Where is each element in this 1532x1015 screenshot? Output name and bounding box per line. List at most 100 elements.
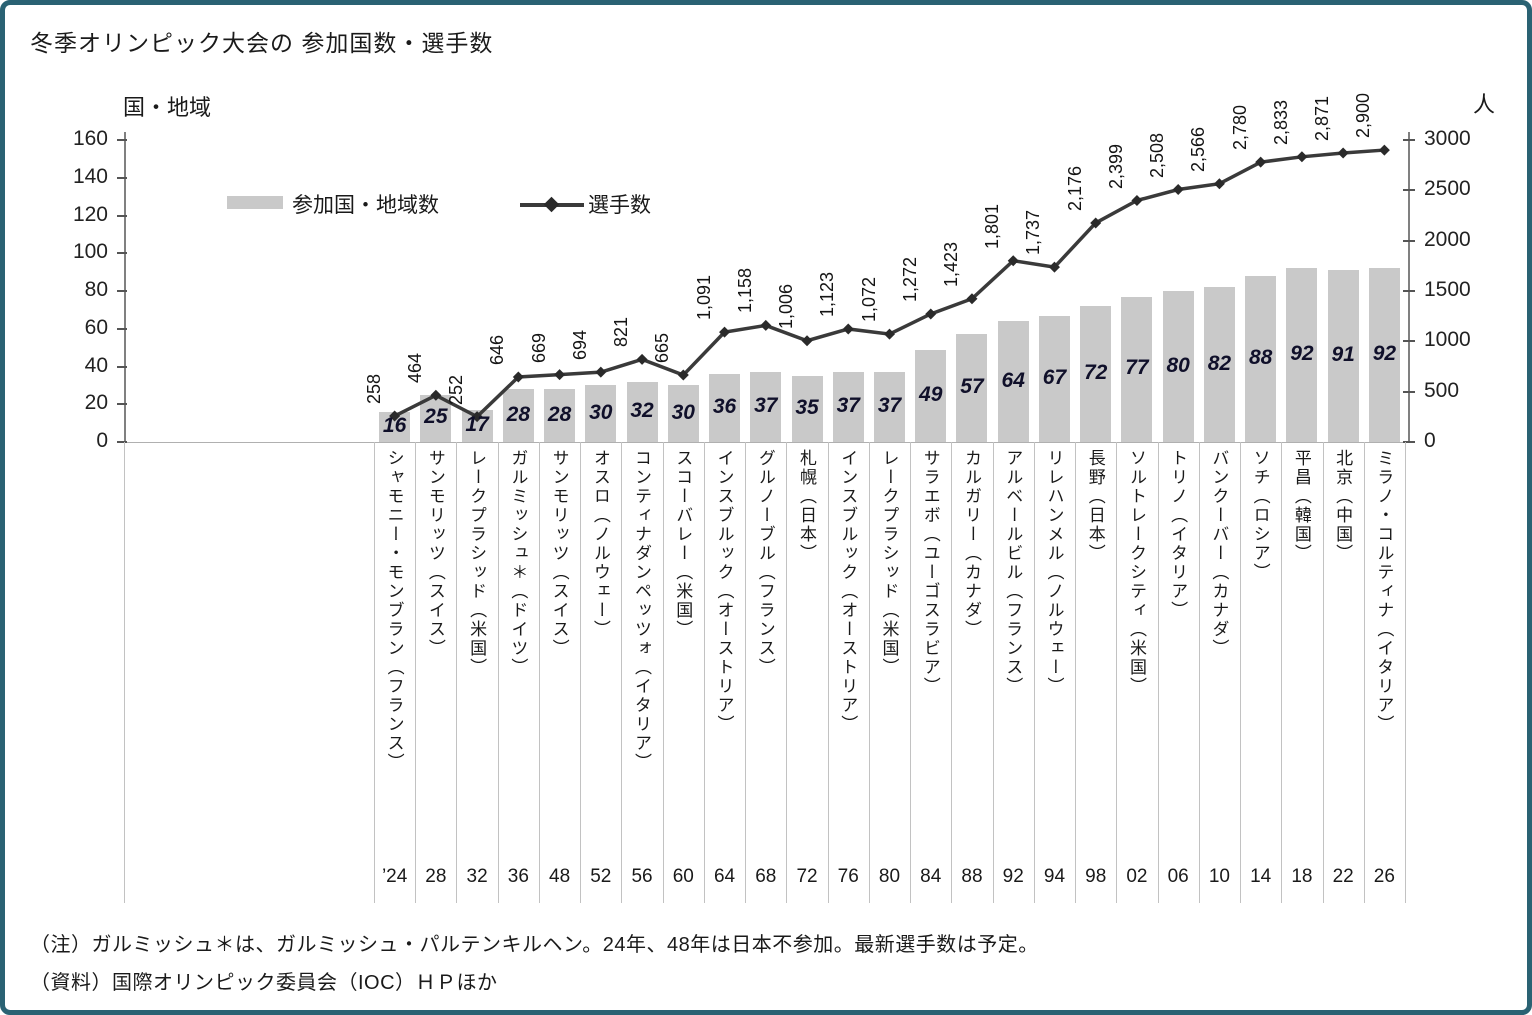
line-diamond-marker bbox=[966, 293, 978, 305]
bar-value-label: 37 bbox=[836, 394, 860, 418]
city-label: トリノ（イタリア） bbox=[1168, 449, 1188, 620]
city-label: レークプラシッド（米国） bbox=[467, 449, 487, 677]
right-axis-tick bbox=[1403, 239, 1415, 242]
column-divider bbox=[497, 442, 499, 903]
year-label: 18 bbox=[1291, 866, 1313, 887]
year-label: 60 bbox=[672, 866, 694, 887]
year-label: 72 bbox=[796, 866, 818, 887]
column-divider bbox=[1116, 442, 1118, 903]
city-label: ミラノ・コルティナ（イタリア） bbox=[1374, 449, 1394, 734]
bar-value-label: 49 bbox=[919, 382, 943, 406]
column-divider bbox=[1322, 442, 1324, 903]
left-axis-line bbox=[124, 132, 126, 443]
year-label: 28 bbox=[425, 866, 447, 887]
bar-value-label: 88 bbox=[1248, 345, 1273, 369]
year-label: 84 bbox=[920, 866, 942, 887]
city-label: 北京（中国） bbox=[1333, 449, 1353, 563]
column-divider bbox=[621, 442, 623, 903]
column-divider bbox=[745, 442, 747, 903]
note-line-2: （資料）国際オリンピック委員会（IOC）ＨＰほか bbox=[30, 972, 498, 994]
column-divider bbox=[1405, 442, 1406, 903]
bar-value-label: 32 bbox=[630, 398, 654, 422]
athlete-value-label: 1,801 bbox=[982, 203, 1003, 249]
city-label: シャモニー・モンブラン（フランス） bbox=[384, 449, 404, 772]
line-diamond-marker bbox=[1378, 144, 1390, 156]
athlete-value-label: 821 bbox=[611, 317, 632, 348]
bar-value-label: 72 bbox=[1084, 361, 1108, 385]
bar-value-label: 28 bbox=[506, 402, 530, 426]
city-label: サラエボ（ユーゴスラビア） bbox=[920, 449, 940, 696]
column-divider bbox=[703, 442, 705, 903]
athlete-value-label: 252 bbox=[446, 374, 467, 405]
column-divider bbox=[1198, 442, 1200, 903]
line-diamond-marker bbox=[636, 353, 648, 365]
column-divider bbox=[1075, 442, 1077, 903]
line-diamond-marker bbox=[1337, 147, 1349, 159]
left-axis-tick-label: 0 bbox=[96, 429, 108, 452]
athlete-value-label: 669 bbox=[528, 332, 549, 363]
bar-value-label: 57 bbox=[960, 375, 984, 399]
bar-value-label: 37 bbox=[754, 394, 778, 418]
athlete-value-label: 2,871 bbox=[1312, 95, 1333, 141]
line-diamond-marker bbox=[554, 369, 566, 381]
city-label: アルベールビル（フランス） bbox=[1003, 449, 1023, 696]
column-divider bbox=[1240, 442, 1242, 903]
city-label: リレハンメル（ノルウェー） bbox=[1044, 449, 1064, 696]
year-label: 26 bbox=[1373, 866, 1395, 887]
line-diamond-marker bbox=[719, 326, 731, 338]
column-divider bbox=[827, 442, 829, 903]
line-diamond-marker bbox=[1255, 156, 1267, 168]
athlete-value-label: 1,091 bbox=[693, 275, 714, 321]
bar-value-label: 16 bbox=[382, 413, 407, 437]
column-divider bbox=[951, 442, 953, 903]
column-divider bbox=[124, 442, 125, 903]
bar-value-label: 30 bbox=[589, 400, 613, 424]
bar-value-label: 37 bbox=[877, 394, 902, 418]
column-divider bbox=[415, 442, 417, 903]
year-label: 14 bbox=[1250, 866, 1272, 887]
legend-bar-swatch bbox=[227, 196, 283, 209]
city-label: グルノーブル（フランス） bbox=[755, 449, 775, 677]
city-label: サンモリッツ（スイス） bbox=[549, 449, 569, 658]
year-label: 56 bbox=[631, 866, 653, 887]
column-divider bbox=[538, 442, 540, 903]
athlete-value-label: 1,423 bbox=[940, 241, 961, 287]
athlete-value-label: 665 bbox=[652, 333, 673, 364]
x-axis-line bbox=[124, 442, 1410, 443]
chart-title: 冬季オリンピック大会の 参加国数・選手数 bbox=[30, 30, 494, 56]
city-label: サンモリッツ（スイス） bbox=[425, 449, 445, 658]
bar-value-label: 80 bbox=[1166, 353, 1190, 377]
left-axis-caption: 国・地域 bbox=[123, 95, 212, 120]
line-diamond-marker bbox=[512, 371, 524, 383]
athlete-value-label: 1,006 bbox=[776, 283, 797, 329]
year-label: 88 bbox=[961, 866, 983, 887]
right-axis-tick-label: 1000 bbox=[1424, 328, 1471, 352]
year-label: 36 bbox=[507, 866, 529, 887]
city-label: カルガリー（カナダ） bbox=[961, 449, 981, 639]
line-diamond-marker bbox=[925, 308, 937, 320]
bar-value-label: 28 bbox=[547, 402, 572, 426]
right-axis-tick-label: 2500 bbox=[1424, 177, 1471, 201]
right-axis-tick bbox=[1403, 189, 1415, 192]
athlete-value-label: 1,072 bbox=[858, 277, 879, 323]
line-diamond-marker bbox=[1007, 255, 1019, 267]
column-divider bbox=[910, 442, 912, 903]
line-diamond-marker bbox=[842, 323, 854, 335]
athlete-value-label: 2,833 bbox=[1270, 99, 1291, 145]
left-axis-tick bbox=[117, 176, 127, 179]
left-axis-tick-label: 140 bbox=[72, 164, 108, 188]
column-divider bbox=[1281, 442, 1283, 903]
left-axis-tick bbox=[117, 403, 127, 406]
line-diamond-marker bbox=[1172, 184, 1184, 196]
column-divider bbox=[662, 442, 664, 903]
year-label: 64 bbox=[713, 866, 736, 887]
column-divider bbox=[374, 442, 375, 903]
city-label: ガルミッシュ＊（ドイツ） bbox=[508, 449, 528, 677]
bar-value-label: 17 bbox=[465, 412, 489, 436]
bar-value-label: 77 bbox=[1125, 356, 1149, 380]
bar-value-label: 64 bbox=[1001, 368, 1025, 392]
